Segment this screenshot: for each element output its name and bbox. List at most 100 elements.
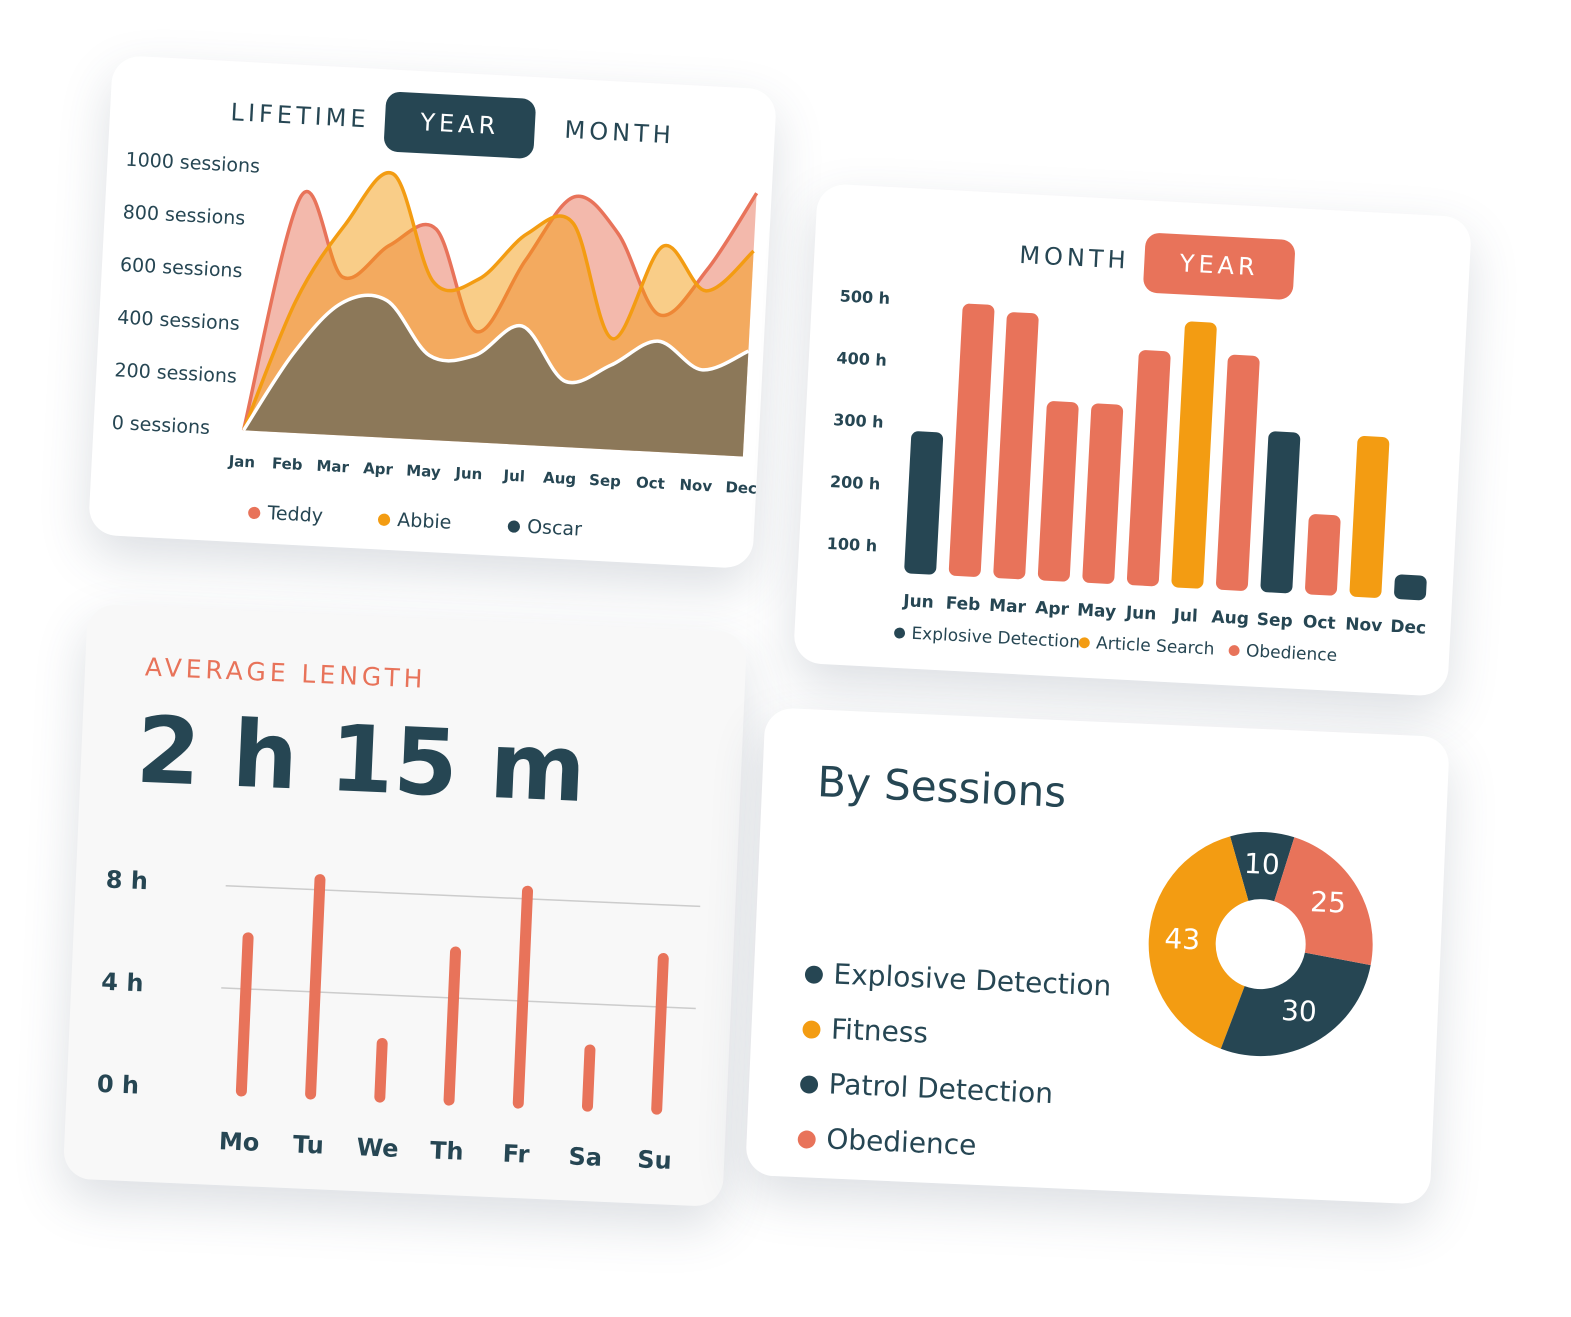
bar-chart: MONTH YEAR 100 h 200 h 300 h 400 h 500 h Jun Feb… (826, 233, 1427, 666)
tab[interactable]: LIFETIME (230, 98, 370, 133)
y-tick-label: 400 sessions (117, 307, 241, 335)
legend-marker (800, 1075, 819, 1094)
y-tick-label: 0 sessions (111, 412, 210, 439)
legend-label: Obedience (1245, 641, 1337, 666)
slice (1220, 952, 1371, 1057)
area (243, 295, 749, 457)
x-tick-label: Feb (945, 593, 981, 615)
legend-marker (802, 1020, 821, 1039)
x-tick-label: May (406, 461, 441, 481)
x-tick-label: Apr (1035, 598, 1070, 620)
legend-label: Fitness (830, 1012, 928, 1049)
x-tick-label: Jul (1172, 605, 1198, 626)
slice-label: 30 (1280, 994, 1317, 1029)
y-tick-label: 300 h (833, 410, 884, 432)
x-tick-label: Feb (272, 454, 304, 474)
card: AVERAGE LENGTH 2 h 15 m 0 h 4 h 8 h Mo Tu We Th F… (62, 603, 748, 1208)
slice-label: 25 (1310, 885, 1347, 920)
slice-label: 10 (1243, 847, 1280, 882)
y-tick-label: 0 h (96, 1070, 139, 1100)
x-tick-label: Aug (1211, 607, 1249, 629)
x-tick-label: Sep (1256, 610, 1293, 632)
x-tick-label: Aug (543, 469, 577, 489)
tab[interactable]: YEAR (419, 108, 500, 140)
legend-label: Oscar (527, 516, 583, 541)
x-tick-label: Nov (679, 476, 713, 496)
slice (1230, 832, 1295, 902)
legend-marker (797, 1130, 816, 1149)
bar (1171, 321, 1217, 589)
tab[interactable]: YEAR (1178, 249, 1259, 281)
x-tick-label: Dec (725, 478, 757, 498)
x-tick-label: Apr (363, 459, 394, 479)
line (241, 170, 755, 431)
bar (1305, 514, 1341, 596)
tab-active-bg (384, 92, 536, 159)
bar (1394, 574, 1427, 601)
y-tick-label: 200 h (830, 472, 881, 494)
slice (1148, 836, 1249, 1049)
y-tick-label: 4 h (101, 968, 144, 998)
y-tick-label: 8 h (105, 865, 148, 895)
bar (235, 932, 254, 1097)
x-tick-label: Nov (1345, 614, 1383, 636)
y-tick-label: 500 h (839, 286, 890, 308)
slice (1274, 837, 1373, 966)
x-tick-label: Mar (316, 457, 350, 477)
bar (581, 1044, 596, 1112)
legend-marker (377, 513, 391, 526)
legend-marker (1078, 637, 1090, 649)
legend-label: Obedience (826, 1122, 977, 1162)
bar (993, 312, 1039, 580)
line (242, 293, 750, 432)
x-tick-label: Mar (989, 596, 1027, 618)
donut-chart: By Sessions Explosive Detection Fitness Pat… (797, 757, 1373, 1162)
x-tick-label: Th (429, 1136, 464, 1165)
stat-value: 2 h 15 m (134, 697, 588, 824)
bar (1216, 354, 1260, 591)
x-tick-label: Sa (568, 1142, 603, 1171)
x-tick-label: Su (637, 1145, 673, 1174)
x-tick-label: Dec (1390, 617, 1427, 639)
bar (651, 953, 669, 1115)
grid-line (225, 884, 701, 908)
bar (1082, 403, 1124, 584)
bar (1349, 436, 1390, 598)
x-tick-label: Jun (454, 464, 483, 483)
x-tick-label: Oct (636, 473, 666, 492)
x-tick-label: Tu (292, 1130, 324, 1159)
y-tick-label: 600 sessions (119, 254, 243, 282)
legend-label: Teddy (266, 502, 324, 527)
card: MONTH YEAR 100 h 200 h 300 h 400 h 500 h Jun Feb… (792, 183, 1473, 697)
area-chart: LIFETIME YEAR MONTH 0 sessions 200 sessions 4… (111, 92, 759, 541)
legend-marker (507, 520, 520, 533)
bar (512, 885, 534, 1109)
bar (904, 431, 944, 575)
legend-label: Abbie (397, 509, 452, 534)
x-tick-label: Jan (227, 452, 255, 471)
x-tick-label: Jul (502, 466, 525, 485)
bar (1260, 431, 1301, 594)
legend-marker (894, 627, 906, 639)
chart-title: AVERAGE LENGTH (145, 652, 428, 693)
x-tick-label: Oct (1302, 612, 1336, 634)
bar (1126, 350, 1171, 587)
bar (374, 1037, 388, 1103)
tab[interactable]: MONTH (1019, 241, 1131, 275)
legend-label: Explosive Detection (833, 958, 1112, 1003)
card: LIFETIME YEAR MONTH 0 sessions 200 sessions 4… (87, 54, 778, 570)
y-tick-label: 800 sessions (122, 201, 246, 229)
slice-label: 43 (1164, 922, 1201, 957)
x-tick-label: Mo (218, 1127, 260, 1157)
x-tick-label: May (1077, 600, 1117, 622)
y-tick-label: 100 h (826, 534, 877, 556)
legend-label: Patrol Detection (828, 1067, 1054, 1110)
tab[interactable]: MONTH (564, 116, 676, 150)
x-tick-label: We (356, 1133, 399, 1163)
card: By Sessions Explosive Detection Fitness Pat… (745, 707, 1450, 1205)
bar (1037, 401, 1079, 582)
y-tick-label: 200 sessions (114, 359, 238, 387)
x-tick-label: Sep (589, 471, 622, 491)
legend-marker (1228, 645, 1240, 657)
